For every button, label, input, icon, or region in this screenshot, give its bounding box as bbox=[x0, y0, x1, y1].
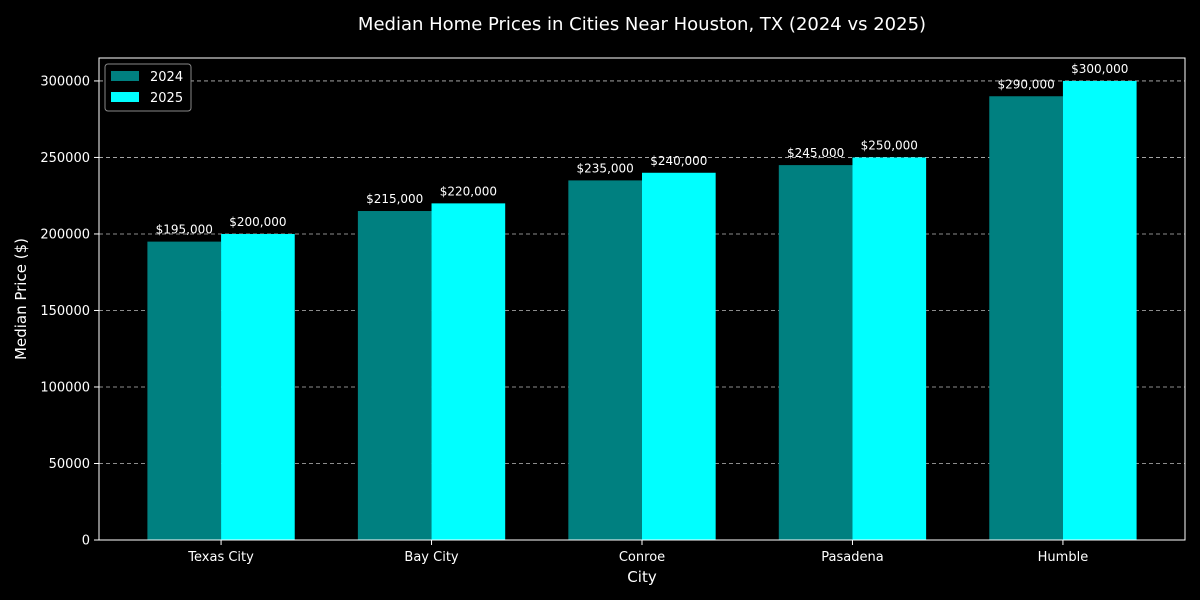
legend-swatch bbox=[111, 92, 139, 102]
bar-2025-texas-city bbox=[221, 233, 295, 540]
y-tick-label: 50000 bbox=[49, 457, 90, 472]
legend-entry: 2025 bbox=[150, 91, 183, 106]
bar-2024-texas-city bbox=[147, 241, 222, 540]
legend: 2024 2025 bbox=[104, 63, 192, 112]
chart-title: Median Home Prices in Cities Near Housto… bbox=[358, 14, 926, 35]
bar-2025-pasadena bbox=[852, 157, 927, 540]
x-axis: Texas City Bay City Conroe Pasadena Humble bbox=[187, 540, 1088, 565]
value-label: $220,000 bbox=[440, 184, 497, 198]
legend-swatch bbox=[111, 71, 139, 81]
value-label: $195,000 bbox=[156, 223, 213, 237]
x-tick-label: Conroe bbox=[619, 550, 665, 565]
legend-entry: 2024 bbox=[150, 70, 183, 85]
bars bbox=[147, 80, 1137, 540]
value-label: $215,000 bbox=[366, 192, 423, 206]
x-tick-label: Humble bbox=[1038, 550, 1089, 565]
value-label: $290,000 bbox=[997, 77, 1054, 91]
x-axis-label: City bbox=[627, 568, 657, 586]
y-tick-label: 100000 bbox=[40, 380, 90, 395]
value-label: $245,000 bbox=[787, 146, 844, 160]
y-tick-label: 200000 bbox=[40, 227, 90, 242]
y-axis: 0 50000 100000 150000 200000 250000 300000 bbox=[40, 74, 99, 549]
x-tick-label: Texas City bbox=[187, 550, 254, 565]
x-tick-label: Bay City bbox=[404, 550, 458, 565]
value-labels: $195,000 $200,000 $215,000 $220,000 $235,000… bbox=[156, 62, 1129, 237]
bar-2025-conroe bbox=[642, 172, 716, 540]
y-tick-label: 250000 bbox=[40, 151, 90, 166]
y-axis-label: Median Price ($) bbox=[12, 238, 30, 360]
y-tick-label: 0 bbox=[82, 534, 90, 549]
x-tick-label: Pasadena bbox=[821, 550, 883, 565]
bar-2025-bay-city bbox=[431, 203, 506, 540]
value-label: $250,000 bbox=[861, 138, 918, 152]
value-label: $300,000 bbox=[1071, 62, 1128, 76]
bar-2025-humble bbox=[1062, 80, 1137, 540]
value-label: $240,000 bbox=[650, 154, 707, 168]
bar-2024-bay-city bbox=[357, 211, 432, 540]
value-label: $200,000 bbox=[229, 215, 286, 229]
bar-2024-humble bbox=[989, 96, 1063, 540]
bar-2024-conroe bbox=[568, 180, 642, 540]
y-tick-label: 300000 bbox=[40, 74, 90, 89]
value-label: $235,000 bbox=[577, 161, 634, 175]
bar-2024-pasadena bbox=[778, 165, 853, 540]
y-tick-label: 150000 bbox=[40, 304, 90, 319]
